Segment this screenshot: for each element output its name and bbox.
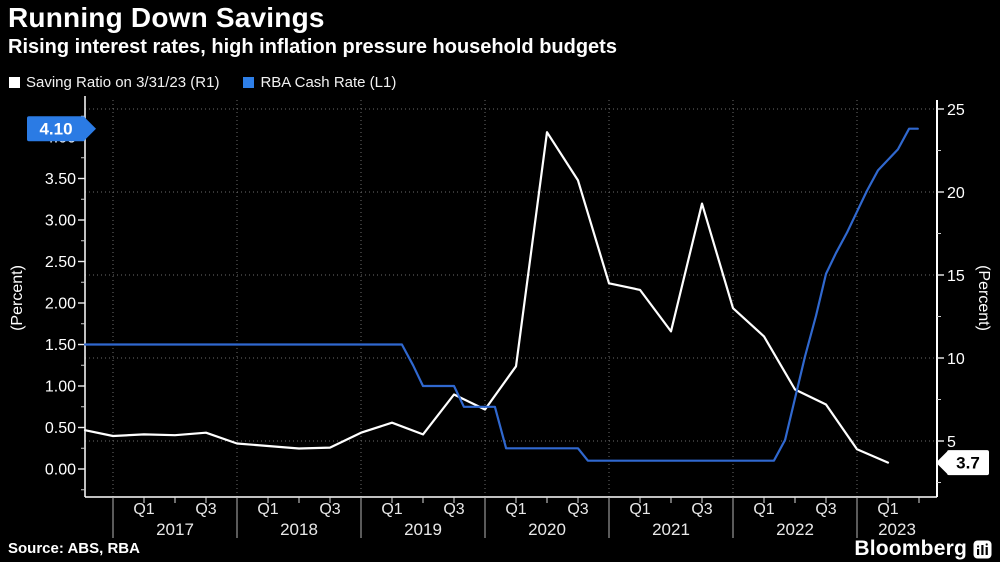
saving-ratio-swatch-icon: [9, 77, 20, 88]
q1-label: Q1: [505, 501, 526, 518]
left-axis-unit-label: (Percent): [9, 265, 26, 331]
bloomberg-wordmark: Bloomberg: [854, 537, 967, 560]
left-axis-tick-label: 1.00: [45, 379, 76, 396]
q3-label: Q3: [815, 501, 836, 518]
q1-label: Q1: [257, 501, 278, 518]
q3-label: Q3: [319, 501, 340, 518]
left-axis-tick-label: 0.50: [45, 420, 76, 437]
svg-text:4.10: 4.10: [39, 120, 72, 139]
bloomberg-branding: Bloomberg: [854, 537, 992, 561]
cash-rate-line: [83, 127, 919, 462]
q3-label: Q3: [567, 501, 588, 518]
year-label: 2023: [878, 520, 916, 539]
legend: Saving Ratio on 3/31/23 (R1) RBA Cash Ra…: [9, 74, 396, 91]
q1-label: Q1: [133, 501, 154, 518]
saving-ratio-value-badge: 3.7: [936, 450, 989, 476]
right-axis-tick-label: 20: [947, 185, 965, 202]
q3-label: Q3: [195, 501, 216, 518]
q3-label: Q3: [443, 501, 464, 518]
right-axis-unit-label: (Percent): [975, 265, 992, 331]
legend-label-cash-rate: RBA Cash Rate (L1): [260, 74, 397, 91]
right-axis-tick-label: 15: [947, 268, 965, 285]
legend-label-saving-ratio: Saving Ratio on 3/31/23 (R1): [26, 74, 220, 91]
q1-label: Q1: [629, 501, 650, 518]
chart-title: Running Down Savings: [8, 2, 325, 33]
svg-text:3.7: 3.7: [956, 454, 980, 473]
right-axis-tick-label: 25: [947, 102, 965, 119]
cash-rate-value-badge: 4.10: [27, 116, 96, 142]
cash-rate-swatch-icon: [243, 77, 255, 88]
year-label: 2022: [776, 520, 814, 539]
left-axis-tick-label: 2.50: [45, 254, 76, 271]
q1-label: Q1: [753, 501, 774, 518]
year-label: 2018: [280, 520, 318, 539]
legend-item-cash-rate: RBA Cash Rate (L1): [243, 74, 396, 91]
right-axis-tick-label: 5: [947, 434, 956, 451]
year-label: 2021: [652, 520, 690, 539]
left-axis-tick-label: 3.00: [45, 213, 76, 230]
saving-ratio-line: [83, 131, 890, 464]
right-axis-tick-label: 10: [947, 351, 965, 368]
q1-label: Q1: [381, 501, 402, 518]
year-label: 2020: [528, 520, 566, 539]
q1-label: Q1: [877, 501, 898, 518]
year-label: 2017: [156, 520, 194, 539]
source-note: Source: ABS, RBA: [8, 540, 140, 557]
left-axis-tick-label: 1.50: [45, 337, 76, 354]
year-label: 2019: [404, 520, 442, 539]
bloomberg-terminal-icon: [973, 540, 992, 558]
q3-label: Q3: [691, 501, 712, 518]
left-axis-tick-label: 2.00: [45, 296, 76, 313]
legend-item-saving-ratio: Saving Ratio on 3/31/23 (R1): [9, 74, 219, 91]
left-axis-tick-label: 3.50: [45, 171, 76, 188]
left-axis-tick-label: 0.00: [45, 462, 76, 479]
chart-subtitle: Rising interest rates, high inflation pr…: [8, 36, 617, 58]
